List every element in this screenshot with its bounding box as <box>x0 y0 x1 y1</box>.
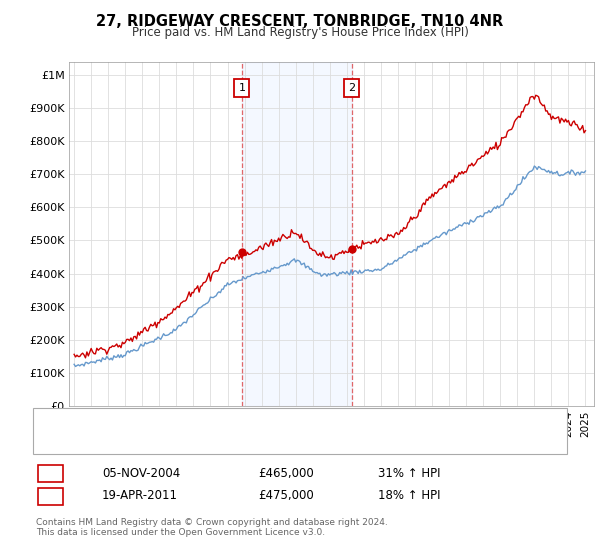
Text: 2: 2 <box>348 83 355 93</box>
Text: 05-NOV-2004: 05-NOV-2004 <box>102 466 180 480</box>
Text: £465,000: £465,000 <box>258 466 314 480</box>
Bar <box>242 62 352 406</box>
Text: Contains HM Land Registry data © Crown copyright and database right 2024.
This d: Contains HM Land Registry data © Crown c… <box>36 518 388 538</box>
Text: 1: 1 <box>238 83 245 93</box>
Text: Price paid vs. HM Land Registry's House Price Index (HPI): Price paid vs. HM Land Registry's House … <box>131 26 469 39</box>
Text: 1: 1 <box>47 466 54 480</box>
Text: HPI: Average price, detached house, Tonbridge and Malling: HPI: Average price, detached house, Tonb… <box>78 437 386 447</box>
Text: 27, RIDGEWAY CRESCENT, TONBRIDGE, TN10 4NR: 27, RIDGEWAY CRESCENT, TONBRIDGE, TN10 4… <box>97 14 503 29</box>
Text: 31% ↑ HPI: 31% ↑ HPI <box>378 466 440 480</box>
Text: ——: —— <box>45 435 60 449</box>
Text: £475,000: £475,000 <box>258 489 314 502</box>
Text: 27, RIDGEWAY CRESCENT, TONBRIDGE, TN10 4NR (detached house): 27, RIDGEWAY CRESCENT, TONBRIDGE, TN10 4… <box>78 416 434 426</box>
Text: 18% ↑ HPI: 18% ↑ HPI <box>378 489 440 502</box>
Text: 2: 2 <box>47 489 54 502</box>
Text: ——: —— <box>45 414 60 427</box>
Text: 19-APR-2011: 19-APR-2011 <box>102 489 178 502</box>
